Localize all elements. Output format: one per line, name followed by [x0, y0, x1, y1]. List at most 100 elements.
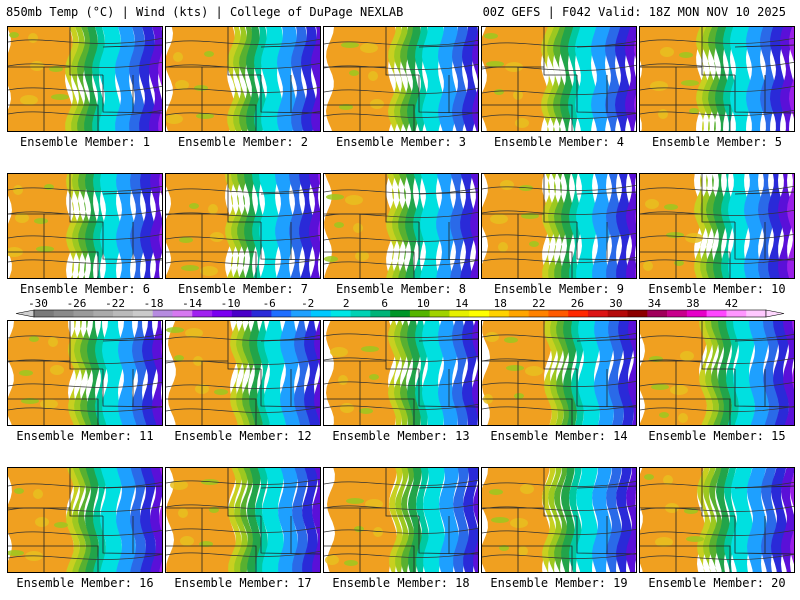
temperature-band — [152, 321, 162, 425]
state-border — [166, 398, 257, 425]
colorbar-swatch — [152, 310, 173, 317]
temperature-band — [463, 468, 478, 572]
colorbar-tick-label: -2 — [301, 298, 314, 310]
colorbar-tick-label: -6 — [263, 298, 276, 310]
colorbar-tick-label: -14 — [182, 298, 202, 310]
height-contour — [482, 552, 636, 559]
ensemble-map-panel — [165, 26, 321, 132]
height-contour — [482, 332, 636, 339]
terrain-blotch — [189, 203, 199, 209]
ensemble-map-panel — [323, 173, 479, 279]
height-contour — [640, 85, 794, 92]
state-border — [734, 191, 794, 195]
temperature-band — [616, 174, 632, 278]
ensemble-map-panel — [639, 467, 795, 573]
temperature-band — [569, 174, 582, 278]
state-border — [324, 251, 415, 278]
state-border — [734, 369, 794, 408]
height-contour — [640, 185, 794, 192]
temperature-band — [416, 468, 429, 572]
height-contour — [640, 529, 794, 536]
terrain-blotch — [340, 403, 354, 413]
terrain-blotch — [199, 541, 213, 547]
ensemble-map-panel — [165, 320, 321, 426]
colorbar-swatch — [291, 310, 312, 317]
ensemble-member-label: Ensemble Member: 10 — [648, 282, 786, 296]
colorbar-tick-label: -26 — [67, 298, 87, 310]
terrain-blotch — [15, 213, 29, 223]
ensemble-member-label: Ensemble Member: 13 — [332, 429, 470, 443]
colorbar-swatch — [271, 310, 292, 317]
state-border — [482, 398, 573, 425]
colorbar-tick-label: 26 — [571, 298, 584, 310]
terrain-blotch — [49, 66, 63, 72]
state-border — [102, 191, 162, 195]
height-contour — [482, 40, 636, 47]
terrain-blotch — [181, 265, 199, 271]
terrain-blotch — [214, 389, 228, 395]
state-border — [576, 191, 636, 195]
height-contour — [482, 480, 636, 487]
terrain-blotch — [660, 47, 674, 57]
temperature-band — [115, 27, 135, 131]
height-contour — [8, 185, 162, 192]
terrain-blotch — [355, 251, 369, 261]
colorbar-swatch — [429, 310, 450, 317]
temperature-band — [299, 174, 315, 278]
height-contour — [324, 211, 478, 218]
terrain-blotch — [180, 536, 194, 546]
height-contour — [166, 210, 320, 217]
temperature-band — [640, 27, 704, 131]
terrain-blotch — [179, 237, 193, 243]
terrain-blotch — [354, 526, 364, 532]
terrain-blotch — [36, 246, 54, 252]
ensemble-map-panel — [481, 173, 637, 279]
state-border — [734, 75, 794, 114]
temperature-band — [116, 174, 136, 278]
temperature-band — [259, 174, 281, 278]
height-contour — [640, 357, 794, 364]
terrain-blotch — [40, 399, 58, 409]
state-border — [576, 75, 636, 114]
temperature-band — [149, 27, 162, 131]
terrain-blotch — [360, 43, 378, 53]
terrain-blotch — [170, 480, 188, 490]
colorbar-tick-label: -22 — [105, 298, 125, 310]
temperature-field-map — [482, 321, 636, 425]
colorbar-swatch — [212, 310, 233, 317]
terrain-blotch — [204, 51, 214, 57]
temperature-field-map — [324, 321, 478, 425]
height-contour — [166, 334, 320, 341]
terrain-blotch — [339, 104, 353, 110]
temperature-band — [405, 174, 419, 278]
terrain-blotch — [361, 346, 379, 352]
terrain-blotch — [645, 199, 659, 209]
state-border — [640, 545, 731, 572]
colorbar-swatch — [409, 310, 430, 317]
temperature-band — [482, 174, 550, 278]
state-border — [260, 485, 320, 489]
temperature-band — [158, 27, 162, 131]
temperature-band — [262, 468, 284, 572]
height-contour — [166, 110, 320, 117]
temperature-band — [292, 468, 308, 572]
ensemble-member-label: Ensemble Member: 15 — [648, 429, 786, 443]
height-contour — [640, 37, 794, 44]
temperature-field-map — [8, 27, 162, 131]
temperature-band — [309, 174, 320, 278]
colorbar-tick-label: 34 — [648, 298, 662, 310]
terrain-blotch — [50, 365, 64, 375]
state-border — [701, 321, 735, 370]
temperature-band — [618, 321, 634, 425]
height-contour — [166, 406, 320, 413]
height-contour — [8, 209, 162, 216]
state-border — [166, 104, 257, 131]
terrain-blotch — [338, 375, 348, 385]
temperature-band — [625, 27, 636, 131]
state-border — [69, 468, 103, 517]
colorbar-swatch — [34, 310, 55, 317]
colorbar-tick-label: -18 — [144, 298, 164, 310]
terrain-blotch — [368, 71, 378, 81]
height-contour — [324, 39, 478, 46]
temperature-band — [422, 321, 444, 425]
